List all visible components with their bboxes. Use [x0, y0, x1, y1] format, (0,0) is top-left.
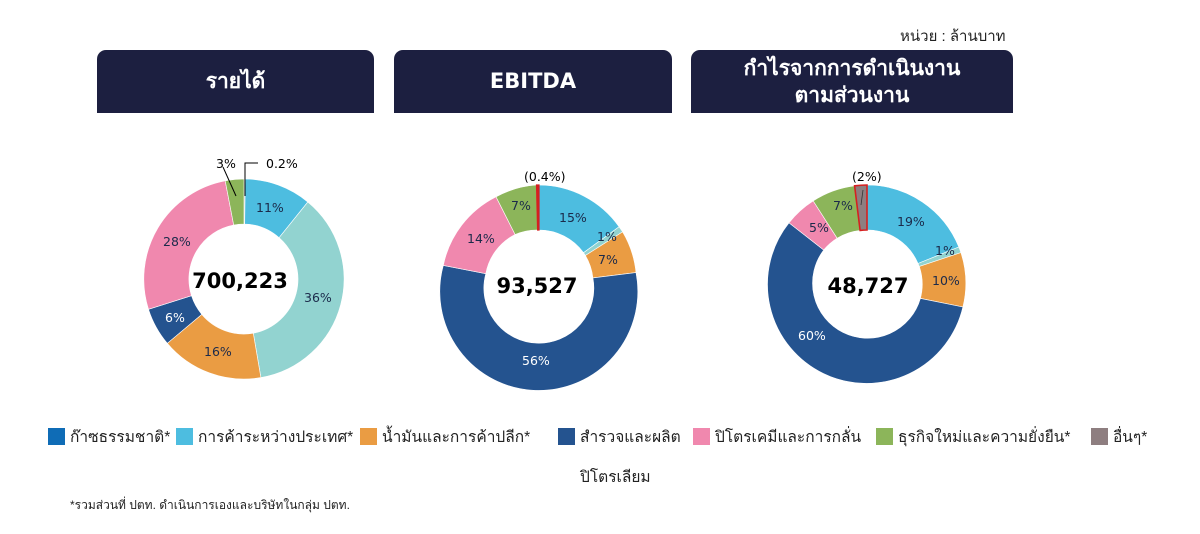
label-op-5pct: 5%: [809, 220, 829, 235]
label-op-7pct: 7%: [833, 198, 853, 213]
label-ebitda-56pct: 56%: [522, 353, 550, 368]
total-operating-profit: 48,727: [827, 274, 908, 298]
legend-sub-label: ปิโตรเลียม: [580, 469, 651, 486]
footnote: *รวมส่วนที่ ปตท. ดำเนินการเองและบริษัทใน…: [70, 498, 350, 512]
legend-swatch-petrochem: [693, 428, 710, 445]
legend-label-others: อื่นๆ*: [1113, 429, 1148, 446]
label-revenue-02pct: 0.2%: [266, 156, 298, 171]
slice-revenue-gas: [252, 201, 345, 378]
legend-label-oil-retail: น้ำมันและการค้าปลีก*: [382, 429, 531, 446]
legend-swatch-oil-retail: [360, 428, 377, 445]
label-ebitda-15pct: 15%: [559, 210, 587, 225]
label-ebitda-1pct: 1%: [597, 229, 617, 244]
donut-ebitda: (0.4%) 15% 1% 7% 56% 14% 7% 93,527: [439, 169, 639, 391]
legend-item-petrochem: ปิโตรเคมีและการกลั่น: [693, 424, 861, 449]
legend-item-oil-retail: น้ำมันและการค้าปลีก*: [360, 424, 530, 449]
legend-label-new-business: ธุรกิจใหม่และความยั่งยืน*: [898, 429, 1071, 446]
donut-revenue: 3% 0.2% 11% 36% 16% 6% 28% 700,223: [143, 156, 345, 380]
header-revenue-label: รายได้: [205, 69, 266, 93]
slice-op-others-negative: [853, 184, 868, 232]
label-ebitda-14pct: 14%: [467, 231, 495, 246]
leader-line-3pct: [222, 166, 237, 197]
legend-item-gas: ก๊าซธรรมชาติ*: [48, 424, 170, 449]
donut-operating-profit: (2%) 19% 1% 10% 60% 5% 7% 48,727: [767, 169, 967, 384]
slice-op-ep: [767, 222, 964, 384]
label-revenue-3pct: 3%: [216, 156, 236, 171]
legend-swatch-trading: [176, 428, 193, 445]
label-ebitda-7pct-new: 7%: [511, 198, 531, 213]
label-op-others: (2%): [852, 169, 882, 184]
label-ebitda-7pct-oil: 7%: [598, 252, 618, 267]
label-op-10pct: 10%: [932, 273, 960, 288]
label-revenue-16pct: 16%: [204, 344, 232, 359]
label-revenue-6pct: 6%: [165, 310, 185, 325]
total-ebitda: 93,527: [496, 274, 577, 298]
legend-label-trading: การค้าระหว่างประเทศ*: [198, 429, 354, 446]
unit-label: หน่วย : ล้านบาท: [900, 28, 1006, 45]
slice-revenue-new-business: [224, 178, 245, 226]
legend-swatch-new-business: [876, 428, 893, 445]
legend-swatch-others: [1091, 428, 1108, 445]
slice-ebitda-ep: [439, 265, 639, 391]
legend-item-others: อื่นๆ*: [1091, 424, 1147, 449]
header-operating-profit: กำไรจากการดำเนินงาน ตามส่วนงาน: [691, 50, 1013, 113]
label-op-19pct: 19%: [897, 214, 925, 229]
header-ebitda-label: EBITDA: [489, 69, 577, 93]
label-op-60pct: 60%: [798, 328, 826, 343]
header-revenue: รายได้: [97, 50, 374, 113]
legend-swatch-ep: [558, 428, 575, 445]
legend-label-petrochem: ปิโตรเคมีและการกลั่น: [715, 429, 862, 446]
leader-line-02pct: [244, 162, 258, 196]
label-ebitda-others: (0.4%): [524, 169, 566, 184]
total-revenue: 700,223: [192, 269, 288, 293]
slice-revenue-petrochem: [143, 180, 235, 310]
header-ebitda: EBITDA: [394, 50, 672, 113]
legend-item-ep: สำรวจและผลิต: [558, 424, 681, 449]
leader-line-2pct: [860, 189, 864, 206]
label-op-1pct: 1%: [935, 243, 955, 258]
label-revenue-11pct: 11%: [256, 200, 284, 215]
legend-label-gas: ก๊าซธรรมชาติ*: [70, 429, 171, 446]
legend-swatch-gas: [48, 428, 65, 445]
legend-item-trading: การค้าระหว่างประเทศ*: [176, 424, 353, 449]
header-operating-profit-label: กำไรจากการดำเนินงาน ตามส่วนงาน: [743, 55, 961, 107]
legend-label-ep: สำรวจและผลิต: [580, 429, 681, 446]
label-revenue-28pct: 28%: [163, 234, 191, 249]
label-revenue-36pct: 36%: [304, 290, 332, 305]
legend-item-new-business: ธุรกิจใหม่และความยั่งยืน*: [876, 424, 1070, 449]
slice-ebitda-others-negative: [535, 184, 540, 231]
